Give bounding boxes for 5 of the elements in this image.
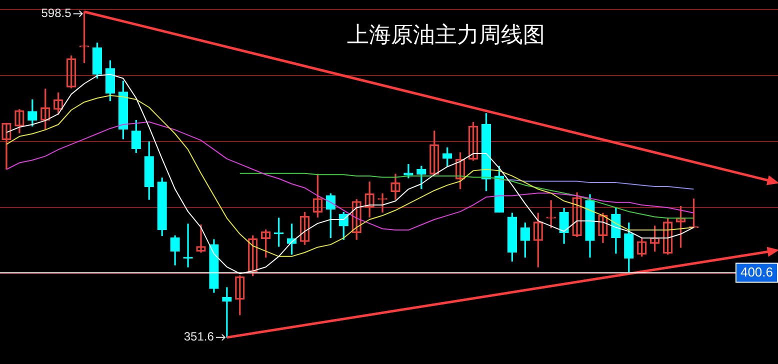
- ref-line-label: 400.6: [740, 264, 774, 280]
- candlestick: [404, 164, 414, 178]
- annotation: 351.6: [184, 330, 214, 344]
- text: 上海原油主力周线图: [347, 21, 545, 49]
- annotation: 598.5: [41, 6, 72, 20]
